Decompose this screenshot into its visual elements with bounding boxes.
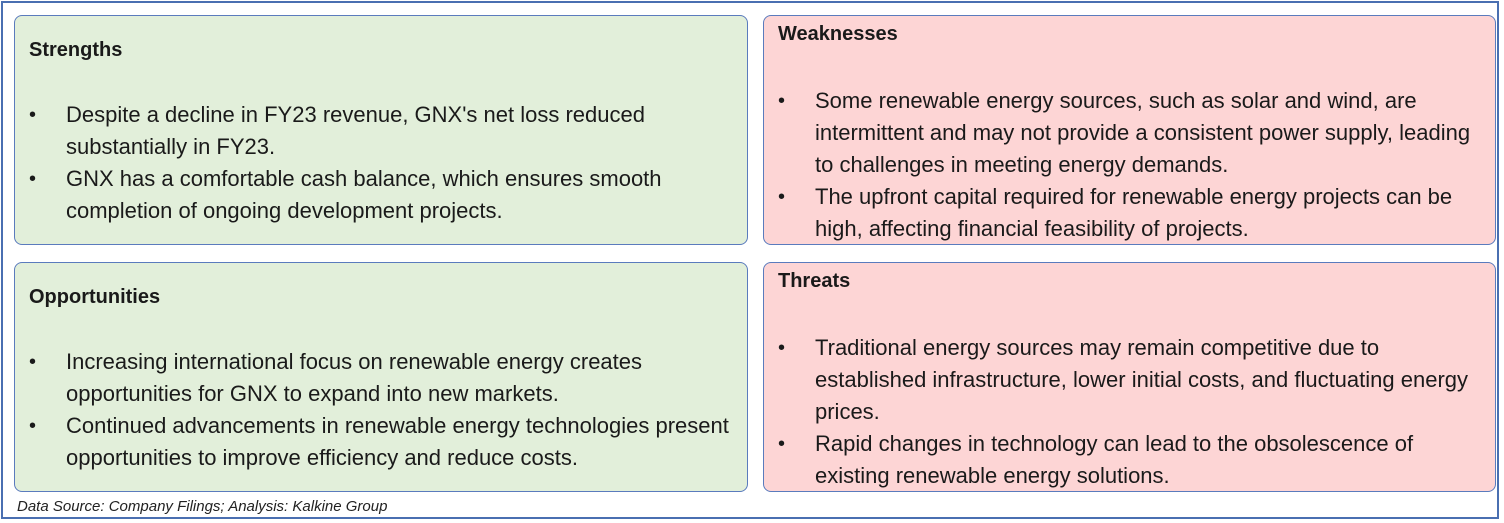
opportunities-box: Opportunities • Increasing international … (14, 262, 748, 492)
opportunities-list: • Increasing international focus on renew… (29, 346, 737, 474)
bullet-icon: • (778, 90, 786, 112)
list-item: • GNX has a comfortable cash balance, whi… (29, 163, 737, 227)
bullet-icon: • (29, 168, 37, 190)
strengths-title: Strengths (29, 39, 123, 61)
bullet-icon: • (29, 415, 37, 437)
threats-box: Threats • Traditional energy sources may … (763, 262, 1496, 492)
list-item: • Traditional energy sources may remain c… (778, 332, 1485, 428)
opportunities-title: Opportunities (29, 286, 161, 308)
strengths-list: • Despite a decline in FY23 revenue, GNX'… (29, 99, 737, 227)
list-item-text: Continued advancements in renewable ener… (66, 413, 729, 470)
strengths-box: Strengths • Despite a decline in FY23 rev… (14, 15, 748, 245)
weaknesses-list: • Some renewable energy sources, such as … (778, 85, 1485, 245)
list-item-text: Despite a decline in FY23 revenue, GNX's… (66, 102, 645, 159)
weaknesses-box: Weaknesses • Some renewable energy source… (763, 15, 1496, 245)
bullet-icon: • (29, 351, 37, 373)
list-item-text: Some renewable energy sources, such as s… (815, 88, 1471, 177)
bullet-icon: • (29, 104, 37, 126)
list-item: • Some renewable energy sources, such as … (778, 85, 1485, 181)
data-source-note: Data Source: Company Filings; Analysis: … (17, 498, 388, 515)
list-item-text: Traditional energy sources may remain co… (815, 335, 1469, 424)
list-item: • Continued advancements in renewable ene… (29, 410, 737, 474)
weaknesses-title: Weaknesses (778, 23, 898, 45)
list-item: • Increasing international focus on renew… (29, 346, 737, 410)
bullet-icon: • (778, 433, 786, 455)
bullet-icon: • (778, 186, 786, 208)
list-item-text: GNX has a comfortable cash balance, whic… (66, 166, 662, 223)
list-item-text: Increasing international focus on renewa… (66, 349, 643, 406)
list-item: • Despite a decline in FY23 revenue, GNX'… (29, 99, 737, 163)
bullet-icon: • (778, 337, 786, 359)
list-item: • The upfront capital required for renewa… (778, 181, 1485, 245)
threats-list: • Traditional energy sources may remain c… (778, 332, 1485, 492)
threats-title: Threats (778, 270, 851, 292)
list-item: • Rapid changes in technology can lead to… (778, 428, 1485, 492)
list-item-text: The upfront capital required for renewab… (815, 184, 1453, 241)
list-item-text: Rapid changes in technology can lead to … (815, 431, 1414, 488)
